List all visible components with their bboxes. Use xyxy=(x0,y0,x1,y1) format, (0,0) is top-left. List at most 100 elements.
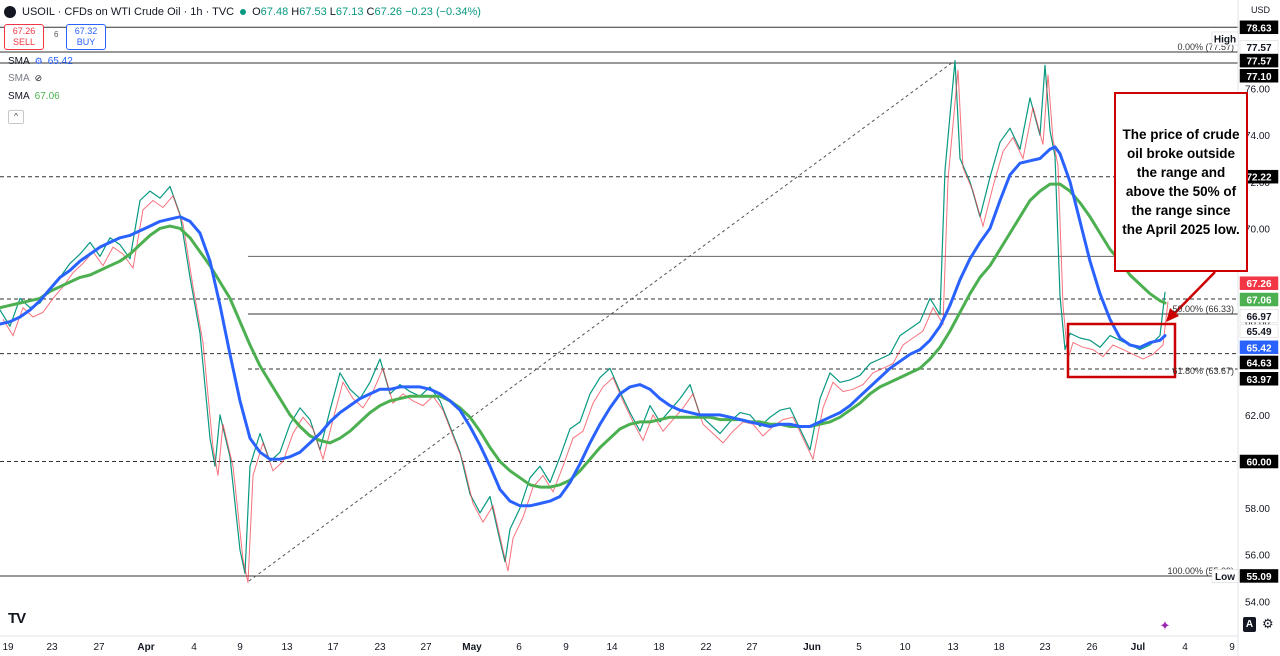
tradingview-logo: TV xyxy=(8,610,26,627)
x-tick-label-1: 23 xyxy=(46,642,58,653)
price-label-9: 65.49 xyxy=(1246,327,1271,338)
horizontal-levels xyxy=(0,26,1238,577)
trend-line xyxy=(248,61,954,582)
price-label-bg-2 xyxy=(1239,40,1279,54)
x-tick-label-15: 22 xyxy=(700,642,712,653)
price-label-bg-15 xyxy=(1239,569,1279,583)
x-tick-label-16: 27 xyxy=(746,642,758,653)
price-label-6: 67.26 xyxy=(1246,279,1271,290)
x-tick-label-10: May xyxy=(462,642,482,653)
x-tick-label-20: 13 xyxy=(947,642,959,653)
sma-legend-1[interactable]: SMA ⚙ 65.42 xyxy=(8,55,73,67)
x-tick-label-24: Jul xyxy=(1131,642,1146,653)
x-tick-labels: 19 23 27 Apr 4 9 13 17 23 27 May 6 9 14 18 22 27 Jun 5 10 13… xyxy=(2,642,1235,653)
annotation-arrowhead xyxy=(1166,308,1179,322)
symbol-title[interactable]: USOIL · CFDs on WTI Crude Oil · 1h · TVC xyxy=(22,6,235,18)
price-series-line xyxy=(0,60,1166,574)
series-lines xyxy=(0,60,1169,583)
price-axis-labels: 78.63 High 77.57 77.57 77.10 72.22 67.26 67.06 6… xyxy=(1211,20,1279,583)
price-label-0: 78.63 xyxy=(1246,23,1271,34)
x-tick-label-8: 23 xyxy=(374,642,386,653)
price-label-bg-6 xyxy=(1239,276,1279,290)
price-label-7: 67.06 xyxy=(1246,296,1271,307)
sell-button[interactable]: 67.26 SELL xyxy=(4,24,44,50)
eye-hidden-icon[interactable]: ⊘ xyxy=(34,72,43,83)
price-label-bg-7 xyxy=(1239,292,1279,307)
x-tick-label-0: 19 xyxy=(2,642,14,653)
y-tick-label-4: 66.00 xyxy=(1245,318,1270,329)
x-tick-label-3: Apr xyxy=(137,642,154,653)
y-tick-label-8: 56.00 xyxy=(1245,551,1270,562)
price-label-14: Low xyxy=(1215,572,1235,583)
sma-legend-3[interactable]: SMA 67.06 xyxy=(8,90,60,102)
price-label-bg-0 xyxy=(1239,20,1279,35)
x-tick-label-4: 4 xyxy=(191,642,197,653)
sma-line-1 xyxy=(0,182,1167,489)
price-label-2: 77.57 xyxy=(1246,43,1271,54)
x-tick-label-14: 18 xyxy=(653,642,665,653)
settings-gear-icon[interactable]: ⚙ xyxy=(1262,616,1274,631)
x-tick-label-25: 4 xyxy=(1182,642,1188,653)
y-tick-label-9: 54.00 xyxy=(1245,597,1270,608)
market-open-icon xyxy=(240,9,247,15)
price-label-bg-14 xyxy=(1211,569,1239,583)
y-tick-label-3: 70.00 xyxy=(1245,224,1270,235)
x-tick-label-7: 17 xyxy=(327,642,339,653)
price-label-10: 65.42 xyxy=(1246,343,1271,354)
x-tick-label-5: 9 xyxy=(237,642,243,653)
x-tick-label-13: 14 xyxy=(606,642,618,653)
x-tick-label-9: 27 xyxy=(420,642,432,653)
price-label-bg-13 xyxy=(1239,454,1279,469)
symbol-icon xyxy=(4,6,16,18)
x-tick-label-17: Jun xyxy=(803,642,821,653)
y-tick-label-7: 58.00 xyxy=(1245,504,1270,515)
price-label-15: 55.09 xyxy=(1246,572,1271,583)
fib-labels: 0.00% (77.57) 50.00% (66.33) 61.80% (63.67… xyxy=(1167,42,1234,576)
spread-value: 6 xyxy=(54,30,59,39)
price-label-bg-1 xyxy=(1211,31,1239,46)
fib-label-2: 61.80% (63.67) xyxy=(1172,366,1234,376)
price-label-bg-8 xyxy=(1239,309,1279,323)
price-label-5: 72.22 xyxy=(1246,173,1271,184)
fib-label-0: 0.00% (77.57) xyxy=(1177,42,1234,52)
range-box xyxy=(1066,322,1177,379)
currency-selector[interactable]: USD xyxy=(1250,5,1270,15)
x-tick-label-21: 18 xyxy=(993,642,1005,653)
price-label-bg-3 xyxy=(1239,53,1279,68)
fib-label-3: 100.00% (55.09) xyxy=(1167,566,1234,576)
y-tick-label-5: 62.00 xyxy=(1245,411,1270,422)
x-tick-label-22: 23 xyxy=(1039,642,1051,653)
price-label-8: 66.97 xyxy=(1246,312,1271,323)
price-label-3: 77.57 xyxy=(1246,57,1271,68)
x-tick-label-18: 5 xyxy=(856,642,862,653)
fib-label-1: 50.00% (66.33) xyxy=(1172,304,1234,314)
x-tick-label-19: 10 xyxy=(899,642,911,653)
price-series-bearish-wicks xyxy=(2,69,1169,583)
ohlc-values: O67.48 H67.53 L67.13 C67.26 −0.23 (−0.34… xyxy=(252,6,481,18)
x-tick-label-12: 9 xyxy=(563,642,569,653)
settings-icon[interactable]: ⚙ xyxy=(34,55,43,66)
chart-header: USOIL · CFDs on WTI Crude Oil · 1h · TVC… xyxy=(4,3,481,21)
sma-line-0 xyxy=(0,145,1167,508)
auto-scale-button[interactable]: A xyxy=(1243,617,1256,632)
price-label-bg-4 xyxy=(1239,69,1279,83)
x-tick-label-11: 6 xyxy=(516,642,522,653)
price-label-bg-11 xyxy=(1239,355,1279,370)
price-label-bg-10 xyxy=(1239,340,1279,355)
x-tick-label-2: 27 xyxy=(93,642,105,653)
annotation-box: The price of crude oil broke outside the… xyxy=(1114,92,1248,272)
buy-button[interactable]: 67.32 BUY xyxy=(66,24,106,50)
y-tick-label-1: 74.00 xyxy=(1245,131,1270,142)
collapse-legend-icon[interactable]: ^ xyxy=(8,110,24,124)
y-tick-label-0: 76.00 xyxy=(1245,85,1270,96)
x-tick-label-6: 13 xyxy=(281,642,293,653)
price-label-bg-12 xyxy=(1239,372,1279,386)
price-label-1: High xyxy=(1214,34,1236,45)
x-tick-label-23: 26 xyxy=(1086,642,1098,653)
magic-icon[interactable]: ✦ xyxy=(1156,617,1174,635)
price-label-4: 77.10 xyxy=(1246,72,1271,83)
price-label-12: 63.97 xyxy=(1246,375,1271,386)
price-label-11: 64.63 xyxy=(1246,358,1271,369)
sma-legend-2[interactable]: SMA ⊘ xyxy=(8,72,43,84)
